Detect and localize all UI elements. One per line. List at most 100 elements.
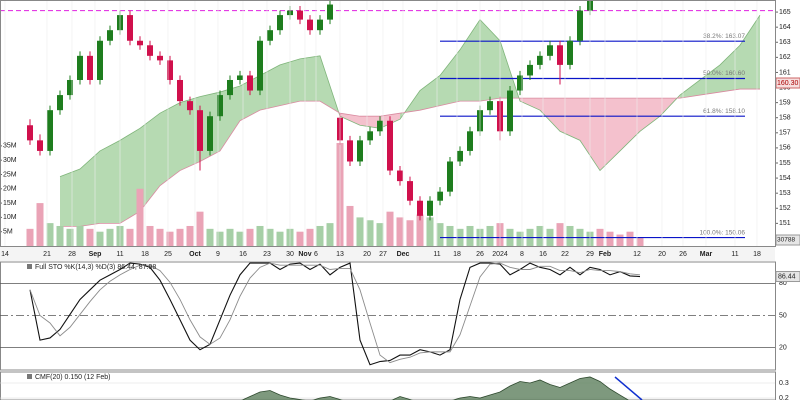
cloud-segment: [680, 79, 700, 99]
cmf-title: CMF(20) 0.150 (12 Feb): [35, 374, 110, 381]
volume-tick-label: 35M: [3, 143, 17, 150]
candle-body: [537, 55, 543, 65]
candle-body: [367, 131, 373, 141]
candle-body: [447, 161, 453, 192]
candle-body: [87, 55, 93, 80]
volume-bar: [136, 188, 144, 246]
x-tick-label: 16: [239, 251, 247, 258]
candle-body: [397, 170, 403, 182]
candle-body: [187, 101, 193, 111]
x-tick-label: 18: [453, 251, 461, 258]
candle-body: [97, 40, 103, 80]
volume-bar: [156, 228, 164, 246]
candle-body: [247, 75, 253, 91]
volume-bar: [206, 228, 214, 246]
cloud-segment: [440, 49, 460, 106]
cloud-segment: [240, 75, 260, 121]
candle-body: [67, 79, 73, 96]
volume-bar: [126, 228, 134, 246]
candle-body: [127, 15, 133, 41]
y-tick-label: 0.3: [779, 380, 789, 387]
volume-bar: [566, 225, 574, 246]
volume-bar: [346, 205, 354, 246]
volume-tick-label: 5M: [3, 229, 13, 236]
volume-bar: [246, 228, 254, 246]
y-tick-label: 0.2: [779, 395, 789, 400]
cmf-panel-frame: [0, 371, 776, 400]
candle-body: [347, 140, 353, 162]
candle-body: [327, 4, 333, 20]
candle-body: [77, 55, 83, 80]
stoch-axis: 80 50 20 86.44: [775, 271, 800, 351]
cloud-segment: [120, 128, 140, 224]
candle-body: [517, 75, 523, 91]
candle-body: [407, 181, 413, 201]
y-tick-label: 165: [779, 9, 791, 16]
candle-body: [567, 40, 573, 65]
candle-body: [27, 125, 33, 141]
y-tick-label: 161: [779, 69, 791, 76]
x-tick-label: 18: [141, 251, 149, 258]
volume-bar: [636, 237, 644, 246]
volume-bar: [146, 225, 154, 246]
candle-body: [467, 131, 473, 151]
x-tick-label: Mar: [700, 251, 713, 258]
fib-level-label: 38.2%: 163.07: [703, 33, 745, 40]
cloud-segment: [480, 19, 500, 102]
cloud-segment: [520, 98, 540, 111]
y-tick-label: 80: [779, 280, 787, 287]
candle-body: [37, 140, 43, 151]
volume-bar: [96, 231, 104, 246]
volume-bar: [26, 228, 34, 246]
y-tick-label: 20: [779, 344, 787, 351]
y-tick-label: 151: [779, 220, 791, 227]
candle-body: [47, 110, 53, 151]
date-strip: [0, 247, 775, 261]
date-axis: 14 21 28 Sep 11 18 25 Oct 9 16 23 30 Nov 6 13 20 27 Dec 11…: [1, 251, 761, 258]
candle-body: [237, 75, 243, 80]
x-tick-label: 23: [263, 251, 271, 258]
candle-body: [197, 110, 203, 151]
x-tick-label: 29: [586, 251, 594, 258]
cloud-line: [59, 14, 761, 177]
candle-body: [557, 45, 563, 65]
volume-bar: [436, 223, 444, 246]
candle-body: [277, 15, 283, 31]
volume-tick-label: 15M: [3, 200, 17, 207]
candle-body: [487, 101, 493, 111]
candle-body: [257, 40, 263, 91]
cmf-area: [241, 376, 630, 400]
x-tick-label: 26: [476, 251, 484, 258]
candle-body: [577, 10, 583, 41]
x-tick-label: 11: [731, 251, 738, 258]
candle-body: [207, 116, 213, 151]
volume-bar: [606, 231, 614, 246]
x-tick-label: 28: [68, 251, 76, 258]
cloud-segment: [540, 98, 560, 132]
volume-bar: [66, 228, 74, 246]
candle-body: [217, 95, 223, 117]
x-tick-label: 14: [1, 251, 9, 258]
candle-body: [177, 79, 183, 102]
x-tick-label: 22: [561, 251, 569, 258]
cloud-segment: [60, 169, 80, 227]
y-tick-label: 159: [779, 99, 791, 106]
candle-body: [317, 19, 323, 31]
volume-bar: [366, 220, 374, 246]
price-axis: 5M10M15M20M25M30M35M15015115215315415515…: [0, 9, 800, 246]
candle-body: [357, 140, 363, 162]
y-tick-label: 153: [779, 190, 791, 197]
candle-body: [547, 45, 553, 56]
x-tick-label: 27: [379, 251, 387, 258]
volume-bar: [186, 225, 194, 246]
candle-body: [107, 30, 113, 41]
volume-bar: [46, 223, 54, 246]
y-tick-label: 152: [779, 205, 791, 212]
stoch-icon: [27, 264, 32, 269]
candle-body: [377, 120, 383, 132]
fib-level-label: 61.8%: 158.10: [703, 108, 745, 115]
x-tick-label: 20: [658, 251, 666, 258]
y-tick-label: 154: [779, 175, 791, 182]
candle-body: [157, 55, 163, 61]
